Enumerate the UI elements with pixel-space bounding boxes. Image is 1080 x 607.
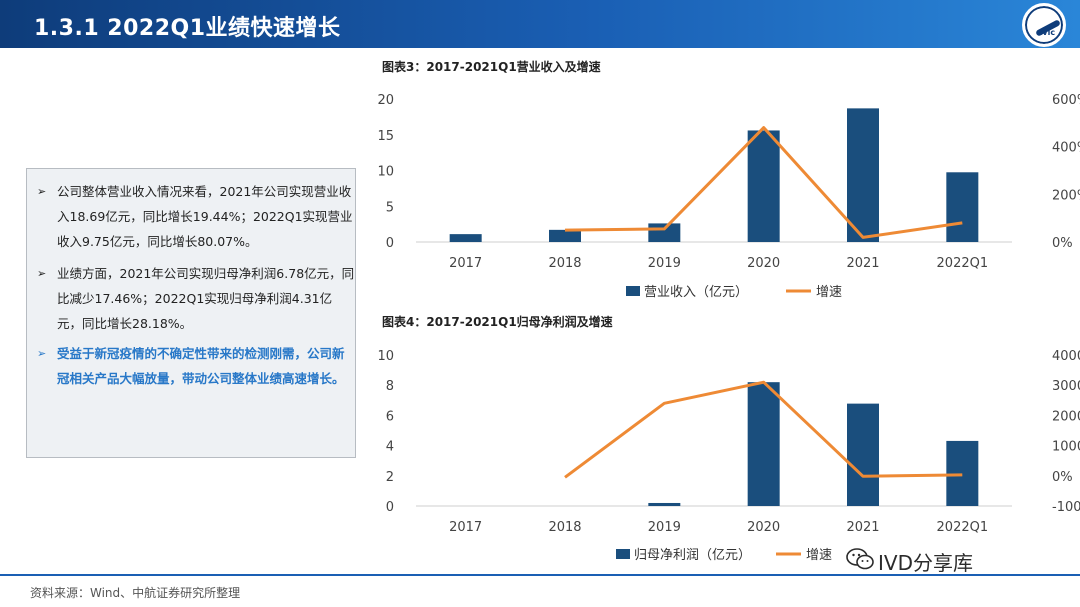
- x-tick-label: 2019: [648, 520, 681, 535]
- bullet-driver: ➢ 受益于新冠疫情的不确定性带来的检测刚需，公司新冠相关产品大幅放量，带动公司整…: [37, 341, 355, 391]
- y-tick-left: 6: [386, 409, 394, 424]
- chart1-title: 图表3：2017-2021Q1营业收入及增速: [382, 60, 601, 74]
- x-tick-label: 2018: [548, 520, 581, 535]
- summary-panel: ➢ 公司整体营业收入情况来看，2021年公司实现营业收入18.69亿元，同比增长…: [26, 168, 356, 458]
- y-tick-left: 5: [386, 200, 394, 215]
- legend-label-bar: 归母净利润（亿元）: [634, 548, 751, 563]
- legend-swatch-bar: [626, 286, 640, 296]
- x-tick-label: 2021: [846, 256, 879, 271]
- y-tick-right: 0%: [1052, 470, 1073, 485]
- y-tick-right: 4000%: [1052, 349, 1080, 364]
- y-tick-right: 2000%: [1052, 409, 1080, 424]
- y-tick-left: 10: [377, 165, 394, 180]
- arrow-bullet-icon: ➢: [37, 185, 47, 198]
- y-tick-left: 8: [386, 379, 394, 394]
- y-tick-left: 10: [377, 349, 394, 364]
- y-tick-left: 15: [377, 129, 394, 144]
- bar: [648, 223, 681, 242]
- x-tick-label: 2019: [648, 256, 681, 271]
- y-tick-left: 2: [386, 470, 394, 485]
- header-bar: 1.3.1 2022Q1业绩快速增长 avic: [0, 0, 1080, 48]
- x-tick-label: 2022Q1: [937, 520, 989, 535]
- growth-line: [564, 380, 963, 479]
- revenue-chart: 051015200%200%400%600%201720182019202020…: [377, 93, 1080, 300]
- x-tick-label: 2020: [747, 520, 780, 535]
- legend-label-line: 增速: [816, 285, 842, 300]
- bar: [449, 234, 482, 242]
- bar: [847, 108, 879, 242]
- y-tick-right: 400%: [1052, 141, 1080, 156]
- x-tick-label: 2017: [449, 256, 482, 271]
- y-tick-left: 0: [386, 500, 394, 515]
- x-tick-label: 2022Q1: [937, 256, 989, 271]
- arrow-bullet-icon: ➢: [37, 267, 47, 280]
- x-tick-label: 2021: [846, 520, 879, 535]
- bar: [946, 440, 979, 506]
- growth-line: [564, 126, 963, 239]
- x-tick-label: 2017: [449, 520, 482, 535]
- page-title: 1.3.1 2022Q1业绩快速增长: [34, 16, 341, 41]
- bar: [747, 382, 780, 506]
- x-tick-label: 2018: [548, 256, 581, 271]
- bullet-text: 受益于新冠疫情的不确定性带来的检测刚需，公司新冠相关产品大幅放量，带动公司整体业…: [57, 346, 345, 386]
- bar: [648, 502, 681, 506]
- y-tick-right: 600%: [1052, 93, 1080, 108]
- bar: [946, 172, 979, 242]
- bar: [747, 130, 780, 242]
- chart2-title: 图表4：2017-2021Q1归母净利润及增速: [382, 315, 613, 329]
- avic-logo: avic: [1022, 3, 1066, 47]
- bullet-profit: ➢ 业绩方面，2021年公司实现归母净利润6.78亿元，同比减少17.46%；2…: [37, 261, 355, 336]
- wechat-icon: [846, 548, 874, 570]
- bullet-text: 公司整体营业收入情况来看，2021年公司实现营业收入18.69亿元，同比增长19…: [57, 184, 353, 249]
- arrow-bullet-icon: ➢: [37, 347, 47, 360]
- watermark-text: IVD分享库: [878, 551, 973, 575]
- source-note: 资料来源：Wind、中航证券研究所整理: [30, 586, 241, 600]
- y-tick-right: 3000%: [1052, 379, 1080, 394]
- logo-text: avic: [1037, 28, 1056, 37]
- y-tick-left: 20: [377, 93, 394, 108]
- x-tick-label: 2020: [747, 256, 780, 271]
- legend-label-line: 增速: [806, 548, 832, 563]
- legend-label-bar: 营业收入（亿元）: [644, 285, 748, 300]
- footer-divider: [0, 574, 1080, 576]
- y-tick-left: 0: [386, 236, 394, 251]
- bullet-revenue: ➢ 公司整体营业收入情况来看，2021年公司实现营业收入18.69亿元，同比增长…: [37, 179, 355, 254]
- legend-swatch-bar: [616, 549, 630, 559]
- y-tick-right: 200%: [1052, 188, 1080, 203]
- bullet-text: 业绩方面，2021年公司实现归母净利润6.78亿元，同比减少17.46%；202…: [57, 266, 355, 331]
- bar: [847, 403, 879, 506]
- y-tick-right: 0%: [1052, 236, 1073, 251]
- bar: [549, 229, 581, 242]
- y-tick-left: 4: [386, 440, 394, 455]
